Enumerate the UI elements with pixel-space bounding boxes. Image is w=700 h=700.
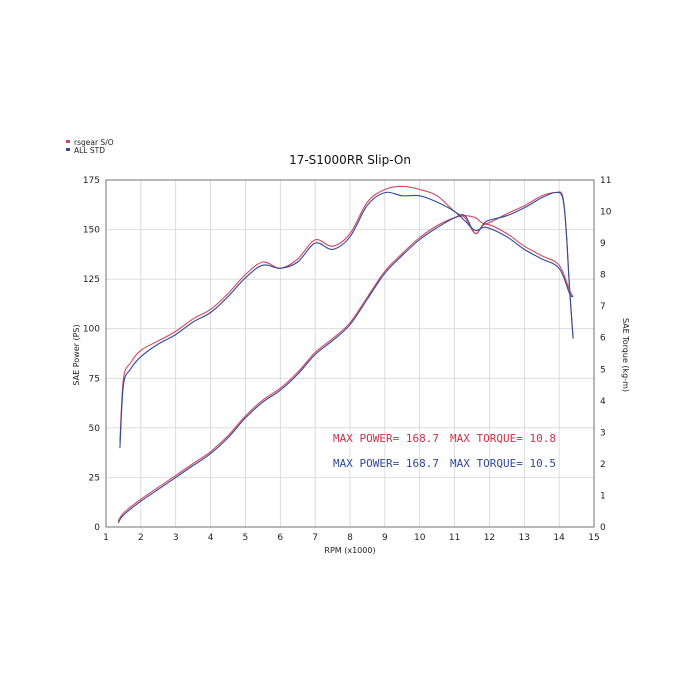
x-tick-label: 11 (449, 533, 460, 543)
x-tick-label: 15 (588, 533, 599, 543)
x-tick-label: 10 (414, 533, 426, 543)
x-tick-label: 9 (382, 533, 388, 543)
y2-tick-label: 5 (600, 365, 606, 375)
x-tick-label: 5 (243, 533, 249, 543)
y2-tick-label: 6 (600, 334, 606, 344)
x-tick-label: 13 (519, 533, 530, 543)
annotation-max-torque-rsgear: MAX TORQUE= 10.8 (450, 432, 556, 445)
y2-axis-ticks: 0 1 2 3 4 5 6 7 8 9 10 11 (600, 176, 612, 533)
series-line-std-torque (119, 191, 574, 449)
x-tick-label: 6 (277, 533, 283, 543)
annotation-max-power-std: MAX POWER= 168.7 (333, 457, 439, 470)
legend: rsgear S/O ALL STD (66, 138, 114, 155)
annotation-max-power-rsgear: MAX POWER= 168.7 (333, 432, 439, 445)
y-axis-ticks: 0 25 50 75 100 125 150 175 (83, 176, 100, 533)
series-line-rsgear-power (117, 191, 574, 522)
series-lines (117, 185, 574, 524)
legend-label-rsgear: rsgear S/O (74, 138, 114, 147)
y-tick-label: 50 (89, 424, 101, 434)
y-tick-label: 175 (83, 176, 100, 186)
series-line-rsgear-torque (119, 185, 574, 442)
y-tick-label: 0 (94, 523, 100, 533)
x-tick-label: 12 (484, 533, 495, 543)
y2-tick-label: 8 (600, 271, 606, 281)
chart-title: 17-S1000RR Slip-On (289, 153, 411, 167)
x-tick-label: 2 (138, 533, 144, 543)
y2-tick-label: 4 (600, 397, 606, 407)
y-tick-label: 25 (89, 473, 100, 483)
y2-tick-label: 0 (600, 523, 606, 533)
x-tick-label: 3 (173, 533, 179, 543)
annotation-max-torque-std: MAX TORQUE= 10.5 (450, 457, 556, 470)
y2-tick-label: 1 (600, 491, 606, 501)
x-tick-label: 4 (208, 533, 214, 543)
y-tick-label: 125 (83, 275, 100, 285)
legend-label-std: ALL STD (74, 146, 105, 155)
x-axis-ticks: 1 2 3 4 5 6 7 8 9 10 11 12 13 14 15 (103, 533, 600, 543)
annotations: MAX POWER= 168.7 MAX TORQUE= 10.8 MAX PO… (333, 432, 556, 470)
x-tick-label: 1 (103, 533, 109, 543)
x-axis-label: RPM (x1000) (324, 546, 375, 555)
y2-tick-label: 9 (600, 239, 606, 249)
x-tick-label: 7 (312, 533, 318, 543)
y-tick-label: 150 (83, 226, 100, 236)
y-axis-label: SAE Power (PS) (72, 324, 81, 385)
legend-swatch-std (66, 148, 70, 151)
plot-frame (105, 179, 595, 528)
y-tick-label: 100 (83, 325, 100, 335)
legend-swatch-rsgear (66, 140, 70, 143)
y2-tick-label: 10 (600, 208, 612, 218)
y2-tick-label: 2 (600, 460, 606, 470)
series-line-std-power (117, 191, 574, 524)
x-tick-label: 14 (553, 533, 565, 543)
y2-axis-label: SAE Torque (kg-m) (621, 318, 630, 392)
y2-tick-label: 11 (600, 176, 611, 186)
x-tick-label: 8 (347, 533, 353, 543)
y2-tick-label: 7 (600, 302, 606, 312)
y-tick-label: 75 (89, 374, 100, 384)
y2-tick-label: 3 (600, 428, 606, 438)
